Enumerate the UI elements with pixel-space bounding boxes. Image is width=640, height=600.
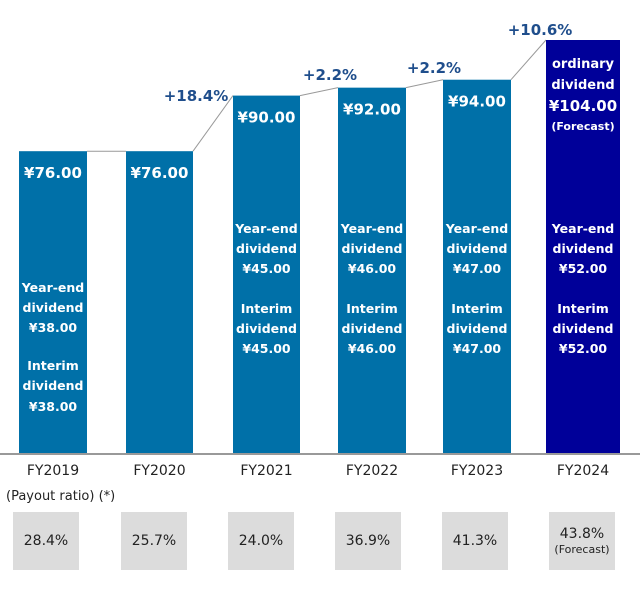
bar-fy2020 (126, 151, 193, 453)
x-tick-label: FY2019 (27, 463, 79, 479)
year-end-dividend-label: ¥47.00 (453, 261, 502, 276)
bar-total-label: ¥76.00 (131, 164, 189, 182)
interim-dividend-label: dividend (553, 321, 614, 336)
interim-dividend-label: dividend (236, 321, 297, 336)
growth-label: +2.2% (303, 66, 357, 84)
year-end-dividend-label: dividend (447, 241, 508, 256)
bar-total-prefix: dividend (551, 78, 614, 93)
year-end-dividend-label: Year-end (234, 221, 298, 236)
year-end-dividend-label: Year-end (340, 221, 404, 236)
x-tick-label: FY2020 (133, 463, 185, 479)
year-end-dividend-label: Year-end (445, 221, 509, 236)
growth-label: +18.4% (164, 87, 229, 105)
x-tick-label: FY2021 (240, 463, 292, 479)
interim-dividend-label: ¥46.00 (348, 341, 397, 356)
bar-forecast-note: (Forecast) (551, 120, 614, 133)
payout-ratio-box: 28.4% (13, 512, 79, 570)
payout-ratio-value: 24.0% (238, 532, 284, 549)
payout-forecast-note: (Forecast) (554, 543, 610, 556)
growth-label: +2.2% (407, 59, 461, 77)
payout-ratio-box: 24.0% (228, 512, 294, 570)
bar-total-prefix: ordinary (552, 57, 615, 72)
year-end-dividend-label: ¥46.00 (348, 261, 397, 276)
interim-dividend-label: Interim (451, 301, 502, 316)
interim-dividend-label: ¥45.00 (242, 341, 291, 356)
bar-fy2024 (546, 40, 620, 453)
bar-total-label: ¥104.00 (549, 97, 617, 115)
connector-line (299, 87, 339, 97)
payout-ratio-value: 25.7% (131, 532, 177, 549)
connector-line (192, 95, 234, 152)
payout-ratio-box: 36.9% (335, 512, 401, 570)
connector-line (405, 79, 444, 89)
year-end-dividend-label: ¥38.00 (29, 320, 78, 335)
interim-dividend-label: Interim (27, 358, 78, 373)
year-end-dividend-label: dividend (236, 241, 297, 256)
year-end-dividend-label: ¥52.00 (559, 261, 608, 276)
year-end-dividend-label: Year-end (551, 221, 615, 236)
dividend-bar-chart: ¥76.00 Year-end dividend ¥38.00 Interim divid… (0, 21, 640, 479)
bar-total-label: ¥90.00 (238, 109, 296, 127)
interim-dividend-label: ¥52.00 (559, 341, 608, 356)
bar-fy2023 (443, 79, 511, 453)
interim-dividend-label: Interim (557, 301, 608, 316)
payout-ratio-value: 36.9% (345, 532, 391, 549)
payout-ratio-box: 43.8% (Forecast) (549, 512, 615, 570)
payout-ratio-value: 28.4% (23, 532, 69, 549)
payout-ratio-value: 41.3% (452, 532, 498, 549)
interim-dividend-label: Interim (241, 301, 292, 316)
interim-dividend-label: ¥38.00 (29, 399, 78, 414)
year-end-dividend-label: ¥45.00 (242, 261, 291, 276)
bar-fy2022 (338, 87, 406, 454)
year-end-dividend-label: dividend (342, 241, 403, 256)
year-end-dividend-label: dividend (553, 241, 614, 256)
year-end-dividend-label: dividend (23, 300, 84, 315)
bar-total-label: ¥92.00 (343, 101, 401, 119)
payout-ratio-value: 43.8% (559, 526, 605, 542)
x-tick-label: FY2022 (346, 463, 398, 479)
bar-fy2019 (19, 151, 87, 453)
x-tick-label: FY2024 (557, 463, 609, 479)
interim-dividend-label: dividend (447, 321, 508, 336)
connector-line (510, 39, 547, 81)
bar-total-label: ¥94.00 (448, 93, 506, 111)
payout-ratio-box: 25.7% (121, 512, 187, 570)
interim-dividend-label: ¥47.00 (453, 341, 502, 356)
interim-dividend-label: dividend (342, 321, 403, 336)
x-tick-label: FY2023 (451, 463, 503, 479)
bar-fy2021 (233, 95, 300, 453)
bar-total-label: ¥76.00 (24, 164, 82, 182)
year-end-dividend-label: Year-end (21, 280, 85, 295)
growth-label: +10.6% (508, 21, 573, 39)
payout-ratio-title: (Payout ratio) (*) (6, 489, 116, 504)
payout-ratio-box: 41.3% (442, 512, 508, 570)
interim-dividend-label: Interim (346, 301, 397, 316)
interim-dividend-label: dividend (23, 378, 84, 393)
